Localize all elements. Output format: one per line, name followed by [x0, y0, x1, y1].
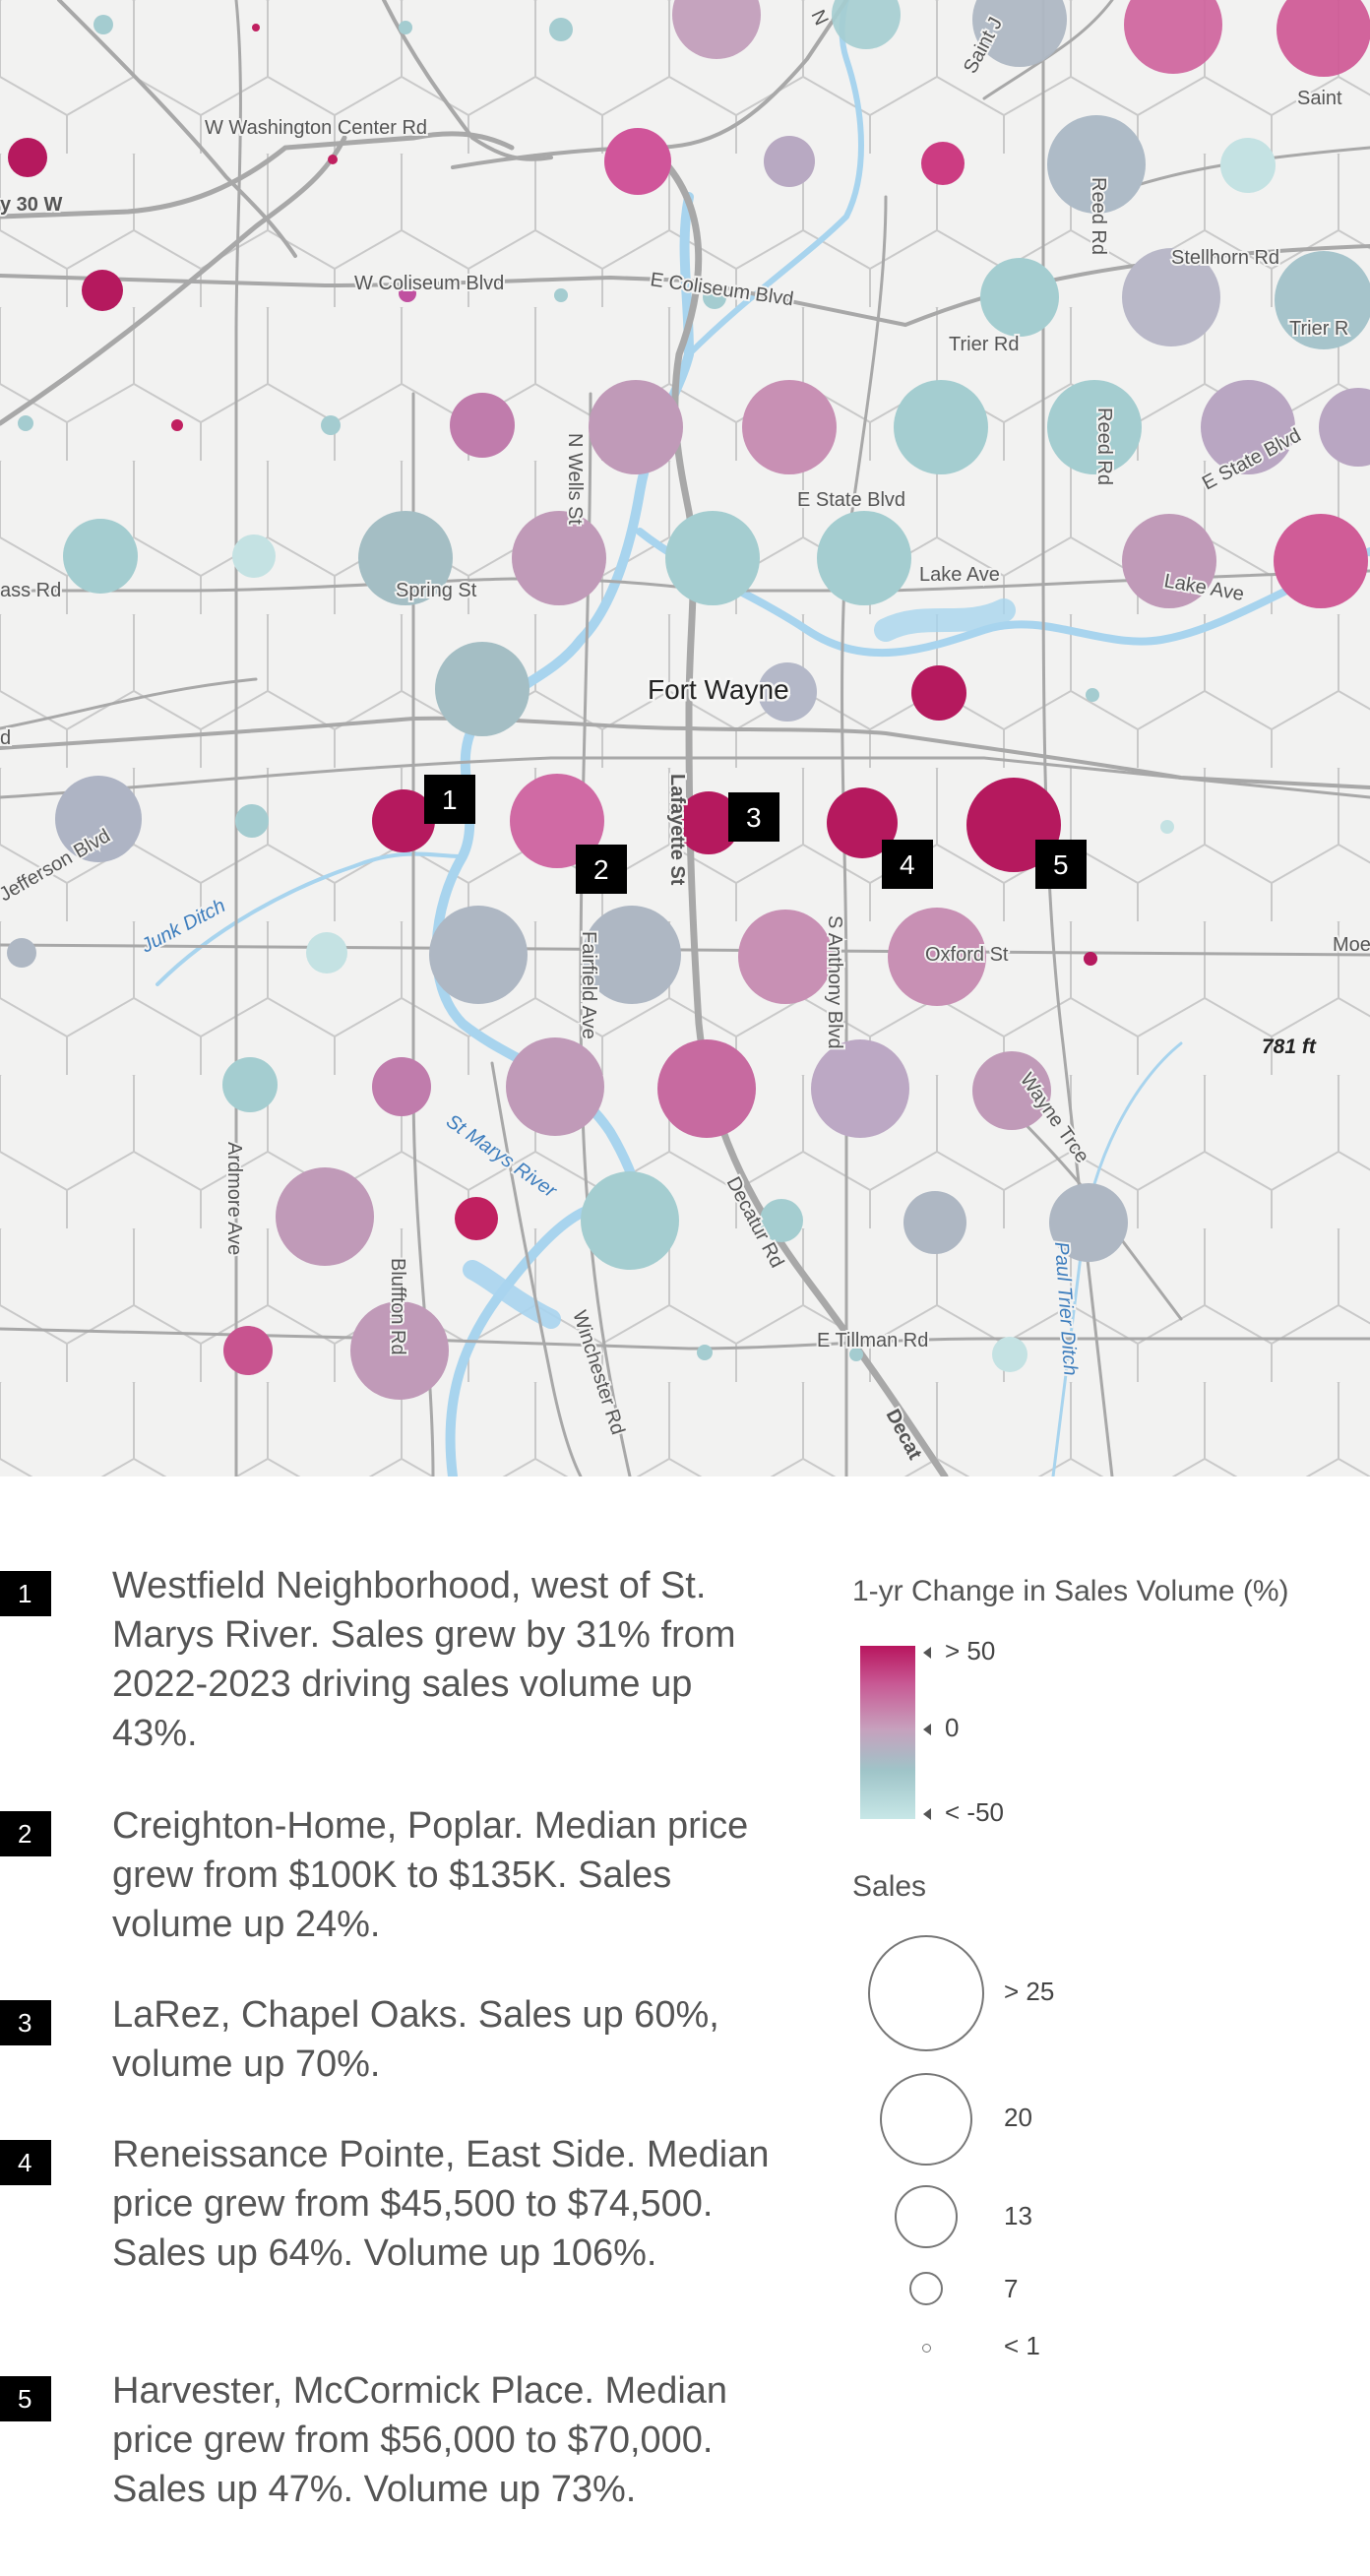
- marker-3-label: 3: [746, 802, 762, 833]
- road-label: Oxford St: [925, 944, 1009, 966]
- road-label: Ardmore Ave: [223, 1142, 245, 1255]
- size-label: 20: [1004, 2103, 1032, 2132]
- road-label: E State Blvd: [797, 489, 905, 511]
- marker-1-label: 1: [442, 785, 458, 815]
- road-label: Trier Rd: [949, 334, 1019, 355]
- road-label: y 30 W: [0, 194, 62, 216]
- size-legend-title: Sales: [852, 1870, 927, 1903]
- road-label: W Washington Center Rd: [205, 117, 427, 139]
- size-label: < 1: [1004, 2331, 1040, 2360]
- map-canvas[interactable]: W Washington Center Rd y 30 W W Coliseum…: [0, 0, 1370, 1476]
- road-label: Reed Rd: [1093, 408, 1115, 485]
- road-label: Spring St: [396, 580, 477, 601]
- size-label: 13: [1004, 2201, 1032, 2230]
- marker-5[interactable]: 5: [1035, 840, 1087, 889]
- hexbin-circles[interactable]: [7, 0, 1370, 1400]
- size-circle-medium: [880, 2073, 972, 2166]
- size-circle-min: [922, 2344, 931, 2353]
- road-label: Moe: [1333, 934, 1370, 956]
- road-label: d: [0, 727, 11, 749]
- road-label: Fairfield Ave: [578, 931, 599, 1039]
- road-label: S Anthony Blvd: [824, 915, 845, 1049]
- size-circle-small: [895, 2185, 958, 2248]
- road-label: E Tillman Rd: [817, 1330, 928, 1351]
- note-text: Reneissance Pointe, East Side. Median pr…: [112, 2134, 770, 2274]
- city-label: Fort Wayne: [648, 674, 789, 705]
- marker-2[interactable]: 2: [576, 845, 627, 894]
- note-number-badge: 5: [0, 2376, 51, 2421]
- marker-4-label: 4: [900, 849, 915, 880]
- road-label: W Coliseum Blvd: [354, 273, 504, 294]
- ramp-tick-low: < -50: [923, 1797, 1004, 1828]
- color-legend-title: 1-yr Change in Sales Volume (%): [852, 1575, 1289, 1607]
- ramp-tick-mid: 0: [923, 1713, 959, 1743]
- elevation-label: 781 ft: [1262, 1036, 1317, 1058]
- road-label: Stellhorn Rd: [1171, 247, 1279, 269]
- note-number-badge: 1: [0, 1571, 51, 1616]
- note-text: Westfield Neighborhood, west of St. Mary…: [112, 1565, 736, 1754]
- road-label: Lafayette St: [666, 774, 688, 886]
- size-label: > 25: [1004, 1977, 1055, 2006]
- marker-2-label: 2: [593, 854, 609, 885]
- map[interactable]: W Washington Center Rd y 30 W W Coliseum…: [0, 0, 1370, 1476]
- road-label: ass Rd: [0, 580, 61, 601]
- marker-4[interactable]: 4: [882, 840, 933, 889]
- color-ramp: [860, 1646, 915, 1819]
- ramp-tick-high: > 50: [923, 1636, 995, 1666]
- road-label: Reed Rd: [1088, 177, 1109, 255]
- note-number-badge: 2: [0, 1811, 51, 1856]
- road-label: N Wells St: [564, 433, 586, 525]
- road-label: Lake Ave: [919, 564, 1000, 586]
- size-circle-xsmall: [909, 2272, 943, 2305]
- note-text: LaRez, Chapel Oaks. Sales up 60%, volume…: [112, 1994, 719, 2085]
- road-label: Bluffton Rd: [387, 1258, 408, 1355]
- marker-3[interactable]: 3: [728, 792, 779, 842]
- map-markers[interactable]: 1 2 3 4 5: [424, 775, 1087, 894]
- size-label: 7: [1004, 2274, 1019, 2303]
- road-label: Saint: [1297, 88, 1342, 109]
- marker-5-label: 5: [1053, 849, 1069, 880]
- note-number-badge: 4: [0, 2140, 51, 2185]
- note-text: Creighton-Home, Poplar. Median price gre…: [112, 1805, 749, 1945]
- size-circle-large: [868, 1935, 984, 2051]
- road-label: Trier R: [1289, 318, 1348, 340]
- note-text: Harvester, McCormick Place. Median price…: [112, 2370, 728, 2510]
- note-number-badge: 3: [0, 2000, 51, 2045]
- marker-1[interactable]: 1: [424, 775, 475, 824]
